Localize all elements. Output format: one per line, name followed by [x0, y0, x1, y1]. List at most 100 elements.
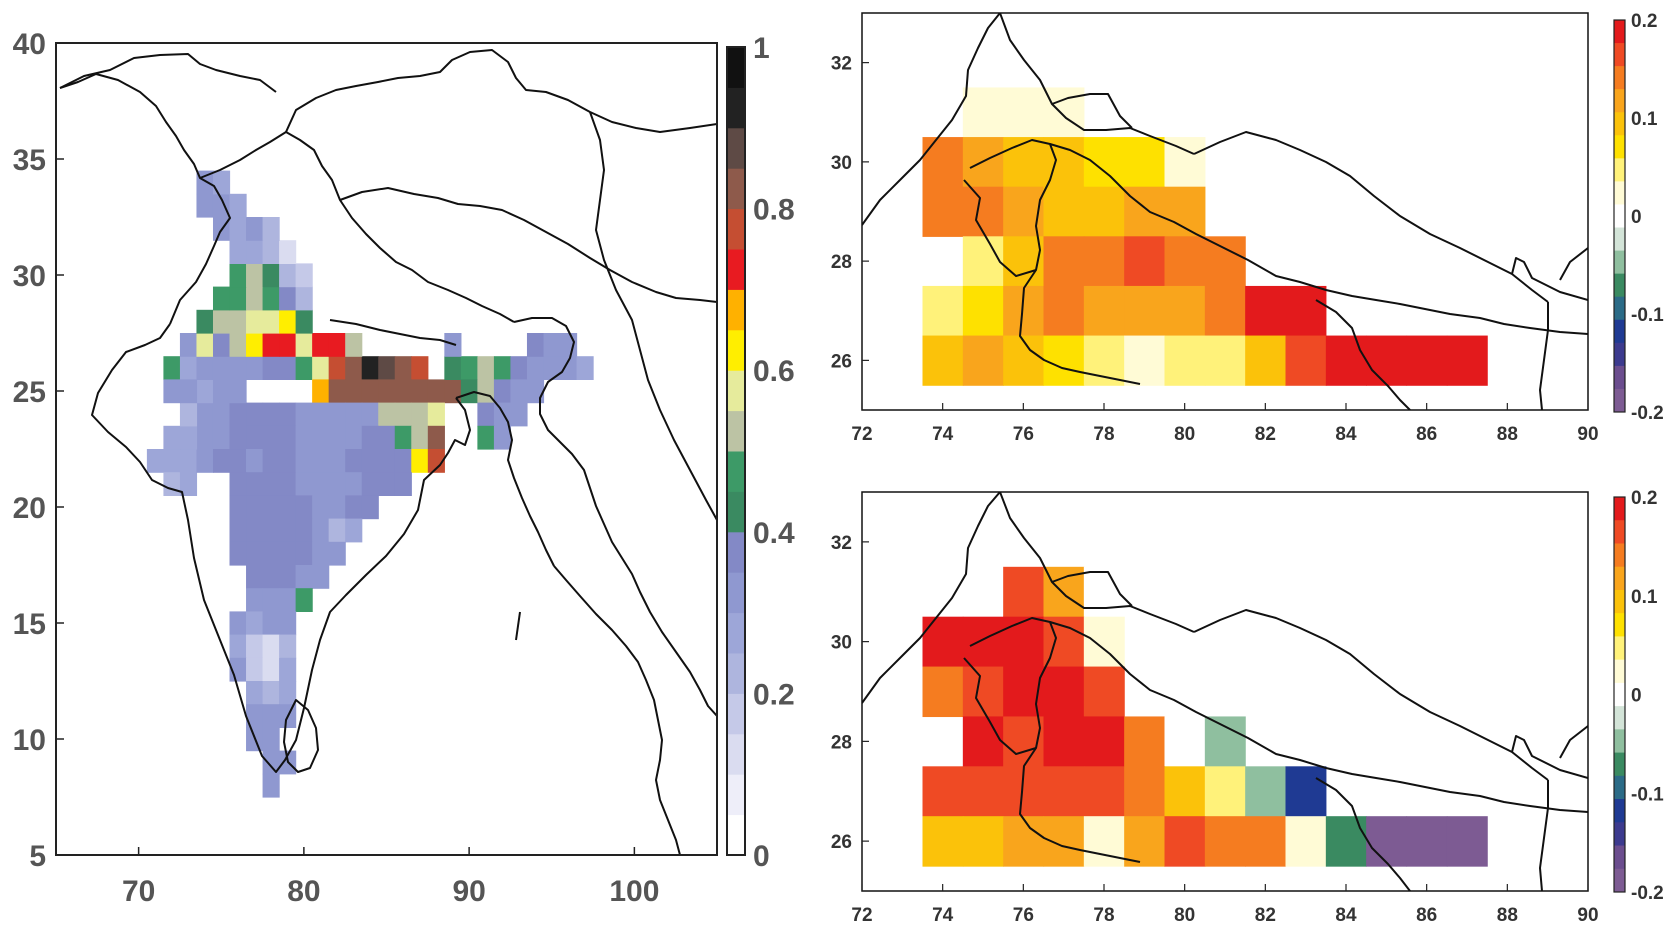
colorbar-tick-label: 0	[1631, 686, 1642, 707]
heat-cell	[246, 425, 264, 450]
heat-cell	[279, 518, 297, 543]
heat-cell	[328, 541, 346, 566]
heat-cell	[962, 616, 1004, 668]
heat-cell	[1124, 766, 1166, 817]
heat-cell	[526, 356, 545, 380]
colorbar-tick-label: 0.2	[753, 678, 795, 711]
heat-cell	[262, 750, 280, 775]
heat-cell	[179, 402, 198, 427]
br-bihar-border	[1315, 777, 1411, 891]
heat-cell	[179, 472, 198, 496]
heat-cell	[962, 716, 1004, 767]
y-tick-label: 30	[831, 153, 852, 174]
br-state-border-d	[963, 657, 1037, 755]
colorbar-tick-label: -0.1	[1631, 784, 1664, 805]
heat-cell	[246, 356, 264, 380]
heat-cell	[411, 356, 429, 380]
x-tick-label: 70	[122, 875, 155, 908]
heat-cell	[378, 356, 396, 380]
x-tick-label: 78	[1093, 905, 1114, 926]
heat-cell	[378, 472, 396, 496]
heat-cell	[361, 356, 379, 380]
colorbar-swatch	[1614, 845, 1625, 870]
heat-cell	[246, 541, 264, 566]
heat-cell	[1043, 766, 1085, 817]
heat-cell	[312, 518, 330, 543]
heat-cell	[1083, 816, 1125, 867]
colorbar-swatch	[1614, 227, 1625, 252]
heat-cell	[560, 356, 578, 380]
tr-state-border-b	[1051, 93, 1133, 129]
left-heatmap-cells	[146, 170, 594, 798]
heat-cell	[279, 402, 297, 427]
heat-cell	[1164, 716, 1206, 767]
heat-cell	[1083, 766, 1125, 817]
heat-cell	[460, 379, 478, 404]
colorbar-swatch	[1614, 319, 1625, 344]
heat-cell	[1204, 285, 1246, 337]
heat-cell	[1003, 137, 1045, 188]
colorbar-tick-label: 0.2	[1631, 11, 1657, 32]
x-tick-label: 78	[1093, 424, 1114, 445]
y-tick-label: 28	[831, 732, 852, 753]
colorbar-tick-label: 0.6	[753, 355, 795, 388]
heat-cell	[543, 356, 561, 380]
heat-cell	[394, 402, 412, 427]
colorbar-tick-label: 0.1	[1631, 587, 1658, 608]
colorbar-frame	[726, 46, 746, 856]
x-tick-label: 90	[1577, 905, 1598, 926]
heat-cell	[1325, 816, 1367, 867]
heat-cell	[1164, 285, 1206, 337]
x-tick-label: 76	[1013, 424, 1034, 445]
colorbar-frame	[1613, 496, 1626, 893]
x-tick-label: 80	[1174, 424, 1195, 445]
heat-cell	[345, 425, 363, 450]
heat-cell	[1083, 335, 1125, 386]
heat-cell	[1003, 566, 1045, 618]
tr-bihar-border	[1315, 299, 1411, 410]
colorbar-swatch	[727, 572, 745, 614]
colorbar-swatch	[727, 410, 745, 452]
y-tick-label: 40	[13, 28, 46, 61]
heat-cell	[262, 588, 280, 612]
heat-cell	[179, 356, 198, 380]
heat-cell	[179, 425, 198, 450]
heat-cell	[1043, 87, 1085, 138]
heat-cell	[279, 309, 297, 334]
heat-cell	[229, 402, 247, 427]
colorbar-tick-label: 0	[1631, 207, 1642, 228]
heat-cell	[163, 472, 181, 496]
heat-cell	[394, 472, 412, 496]
heat-cell	[229, 379, 247, 404]
colorbar-swatch	[1614, 388, 1625, 413]
x-tick-label: 80	[287, 875, 320, 908]
heat-cell	[378, 449, 396, 473]
afghan-border	[59, 53, 277, 93]
x-tick-label: 86	[1416, 905, 1437, 926]
y-tick-label: 15	[13, 608, 46, 641]
x-tick-label: 86	[1416, 424, 1437, 445]
heat-cell	[1164, 186, 1206, 237]
heat-cell	[246, 472, 264, 496]
heat-cell	[279, 263, 297, 288]
heat-cell	[1285, 816, 1327, 867]
heat-cell	[312, 541, 330, 566]
heat-cell	[212, 170, 231, 195]
bottom-right-map-panel: 72 74 76 78 80 82 84 86 88 90 26 28 30 32 0.2 0.1 0 -0.…	[831, 488, 1664, 926]
heat-cell	[312, 495, 330, 520]
colorbar-swatch	[727, 774, 745, 816]
colorbar-swatch	[727, 47, 745, 88]
heat-cell	[1043, 335, 1085, 386]
heat-cell	[345, 402, 363, 427]
colorbar-swatch	[1614, 135, 1625, 159]
heat-cell	[229, 217, 247, 241]
heat-cell	[196, 333, 214, 357]
y-tick-label: 25	[13, 376, 46, 409]
heat-cell	[477, 402, 495, 427]
heat-cell	[1124, 186, 1166, 237]
heat-cell	[295, 518, 313, 543]
x-tick-label: 80	[1174, 905, 1195, 926]
heat-cell	[279, 634, 297, 659]
x-tick-label: 82	[1255, 424, 1276, 445]
heat-cell	[345, 518, 363, 543]
